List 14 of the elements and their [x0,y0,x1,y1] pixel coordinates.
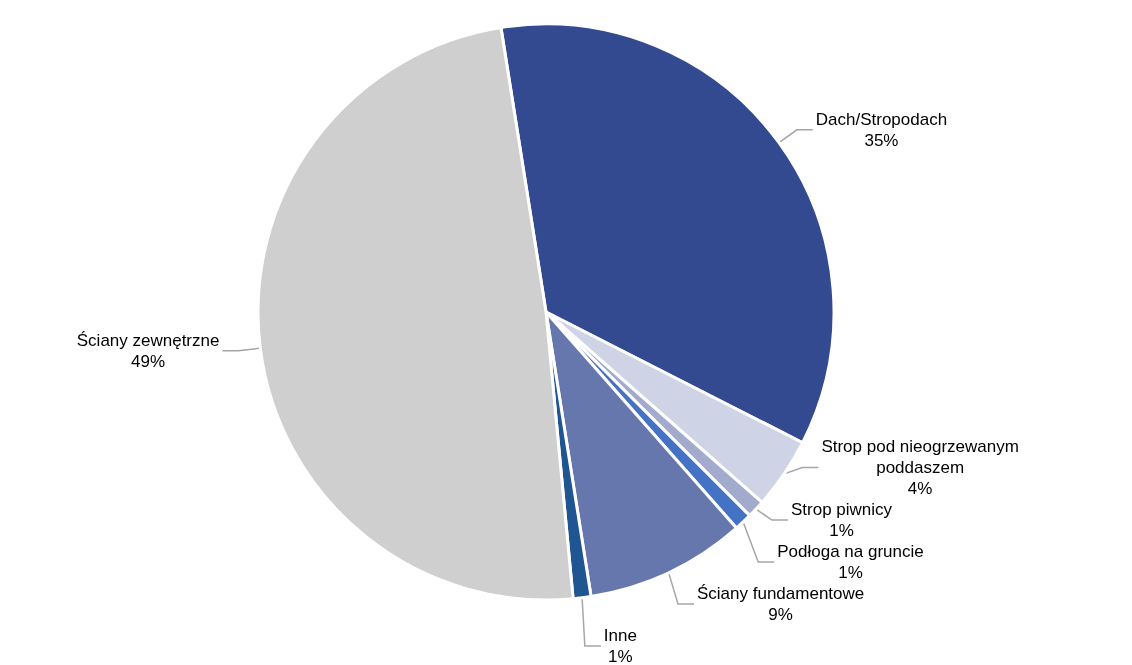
data-label: 49% [131,351,166,371]
slice-label: Ściany zewnętrzne [76,330,220,350]
slice-label: Podłoga na gruncie [777,542,924,561]
slice-label: Strop pod nieogrzewanym poddaszem [821,437,1019,477]
slice-label: Ściany fundamentowe [696,584,865,603]
data-label: 35% [864,130,899,150]
data-label: 1% [608,647,633,665]
slice-label: Strop piwnicy [790,500,893,519]
data-label: 1% [829,521,854,540]
data-label: 4% [907,479,933,498]
slice-label: Dach/Stropodach [815,109,948,129]
data-label: 9% [768,605,793,624]
slice-label: Inne [603,626,637,645]
data-label: 1% [838,563,863,582]
